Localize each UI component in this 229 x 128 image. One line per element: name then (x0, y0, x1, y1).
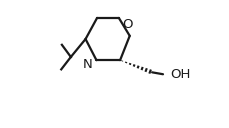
Text: N: N (82, 57, 92, 71)
Text: OH: OH (169, 68, 190, 81)
Text: O: O (121, 18, 132, 31)
